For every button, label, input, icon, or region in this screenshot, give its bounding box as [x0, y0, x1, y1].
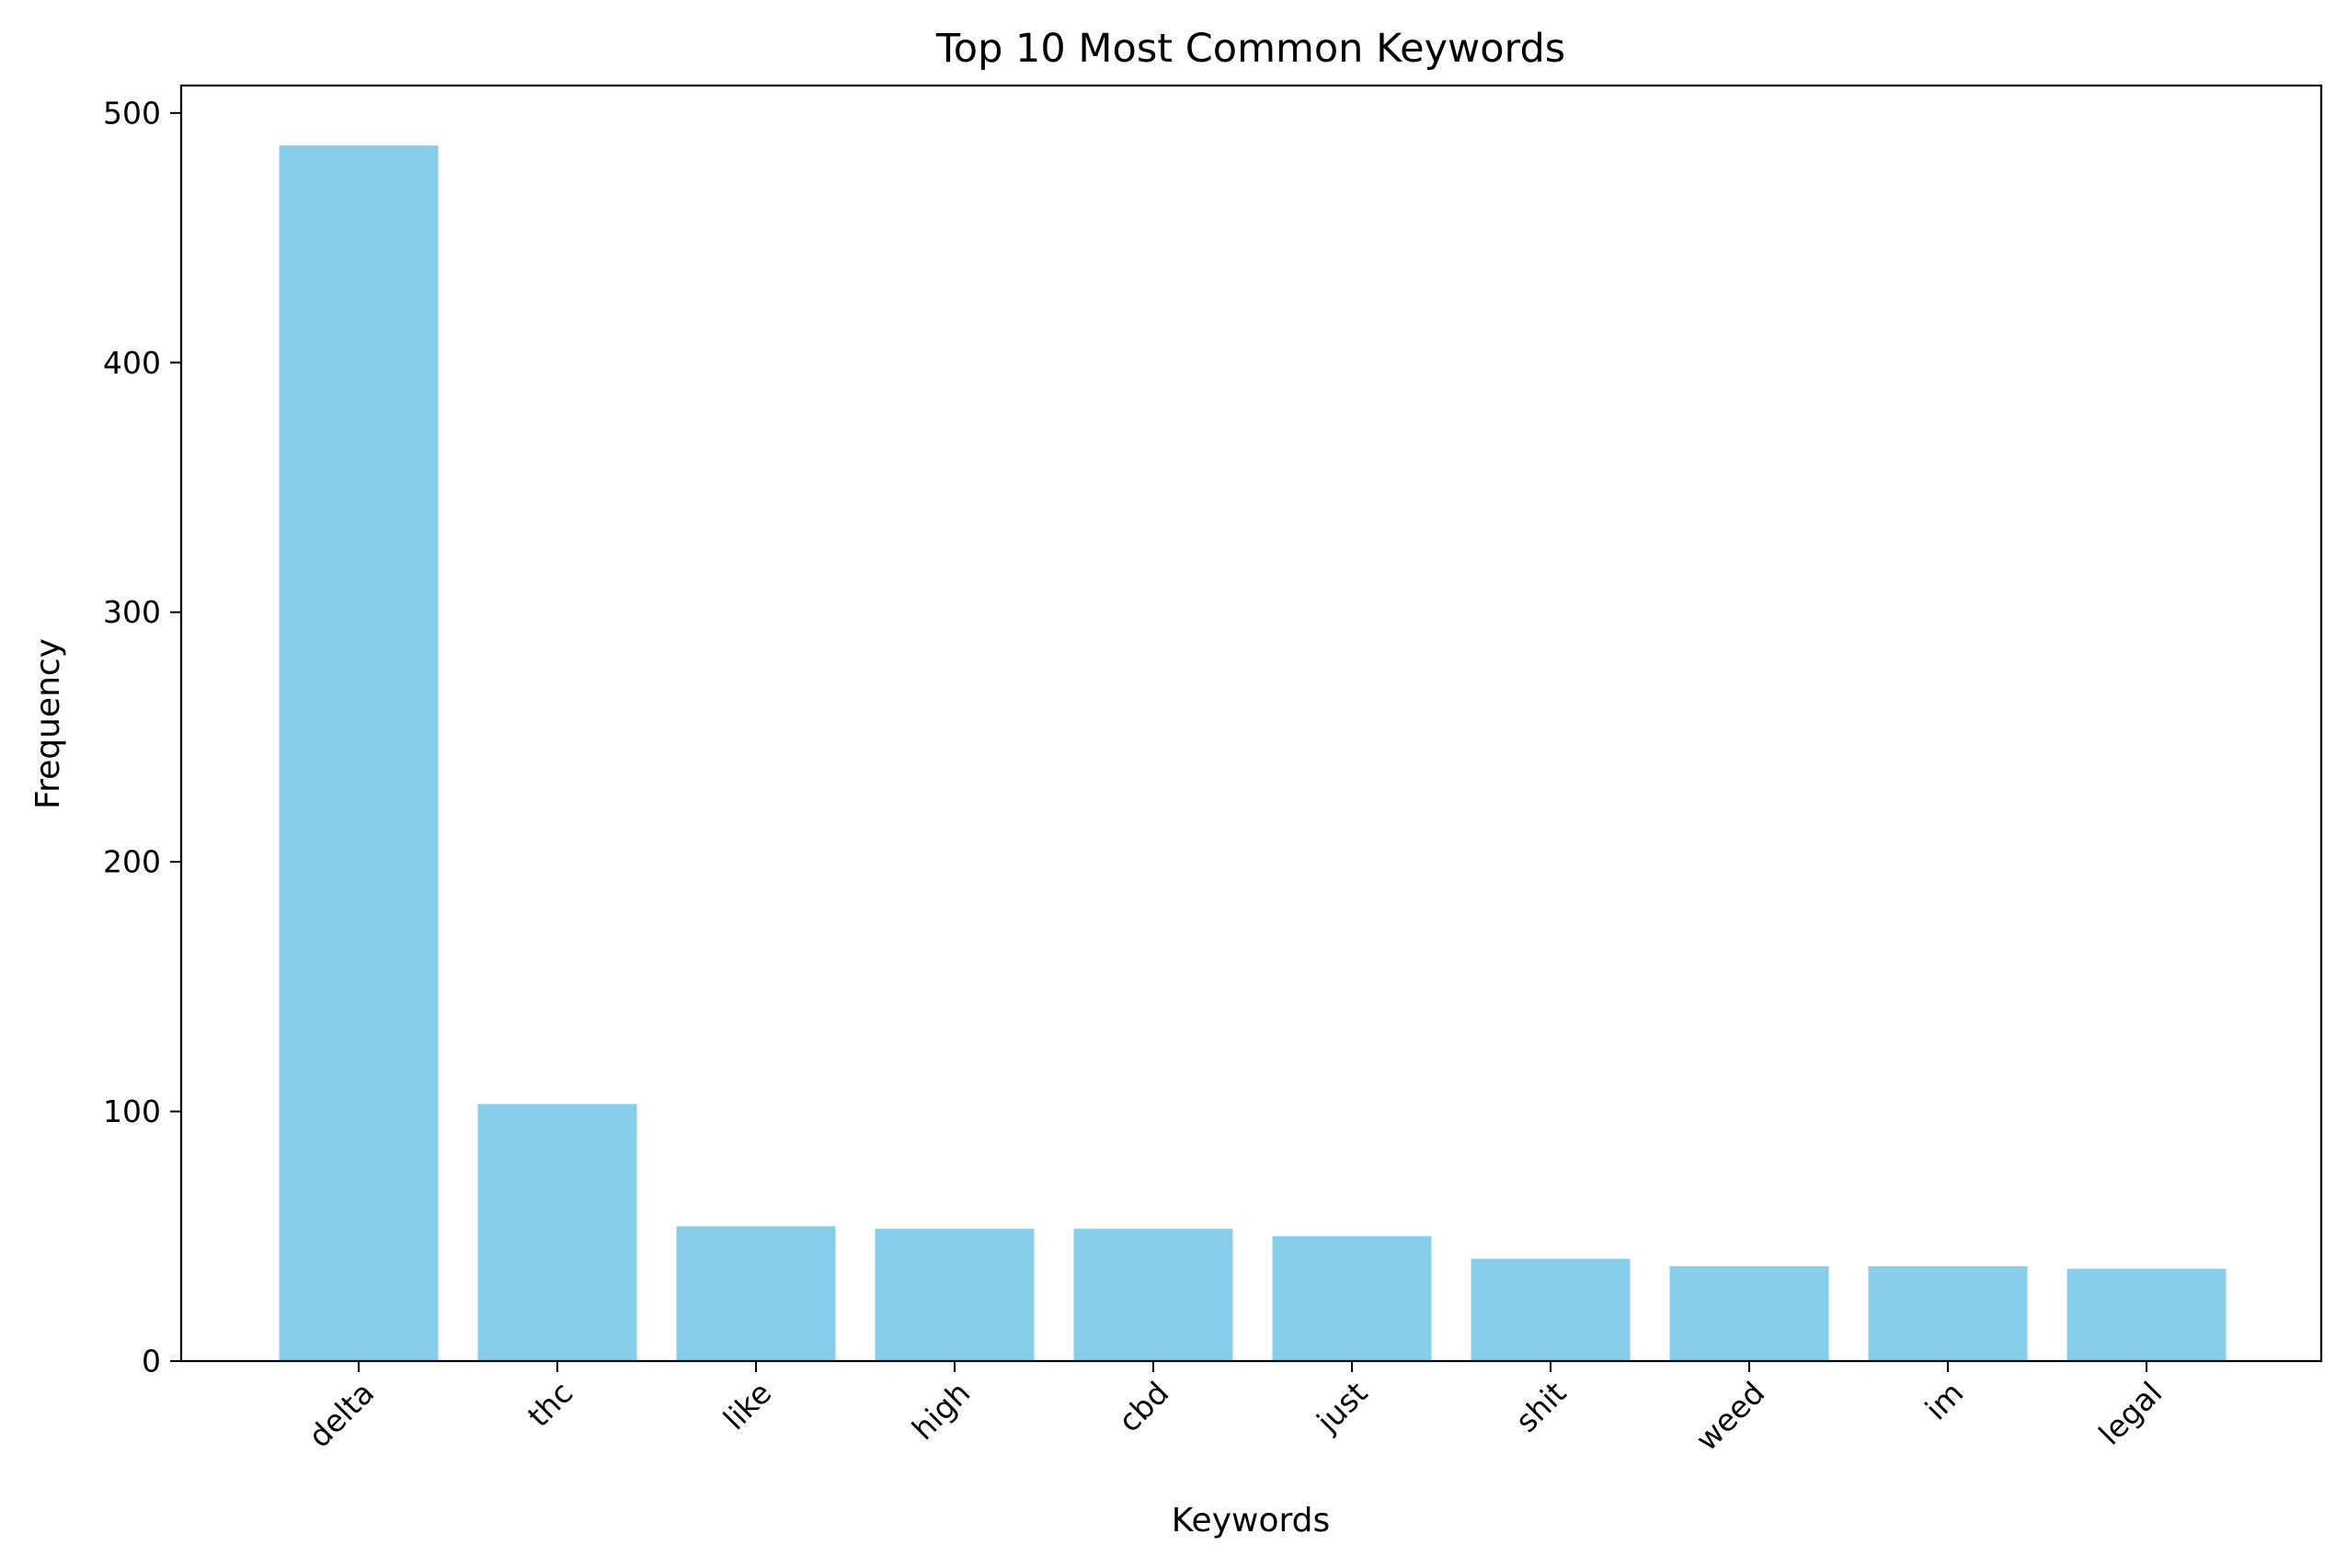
y-axis-title: Frequency	[29, 638, 67, 809]
bar-im	[1868, 1265, 2028, 1361]
bar-just	[1272, 1236, 1432, 1361]
bars-group	[279, 145, 2227, 1362]
y-tick-label: 0	[142, 1344, 161, 1379]
chart-title: Top 10 Most Common Keywords	[935, 26, 1565, 72]
bar-cbd	[1073, 1229, 1233, 1361]
bar-like	[676, 1226, 836, 1361]
y-tick-label: 400	[103, 345, 161, 381]
bar-high	[875, 1229, 1035, 1361]
y-tick-label: 200	[103, 844, 161, 880]
y-tick-label: 500	[103, 95, 161, 131]
bar-thc	[477, 1104, 637, 1361]
plot-frame	[179, 84, 2323, 1363]
y-tick-label: 300	[103, 594, 161, 630]
bar-legal	[2067, 1268, 2227, 1361]
y-axis-ticks: 0 100 200 300 400 500	[103, 95, 181, 1379]
bar-shit	[1471, 1258, 1631, 1361]
y-tick-label: 100	[103, 1093, 161, 1129]
bar-weed	[1669, 1265, 1829, 1361]
bar-delta	[279, 145, 439, 1362]
x-axis-title: Keywords	[1172, 1502, 1331, 1539]
